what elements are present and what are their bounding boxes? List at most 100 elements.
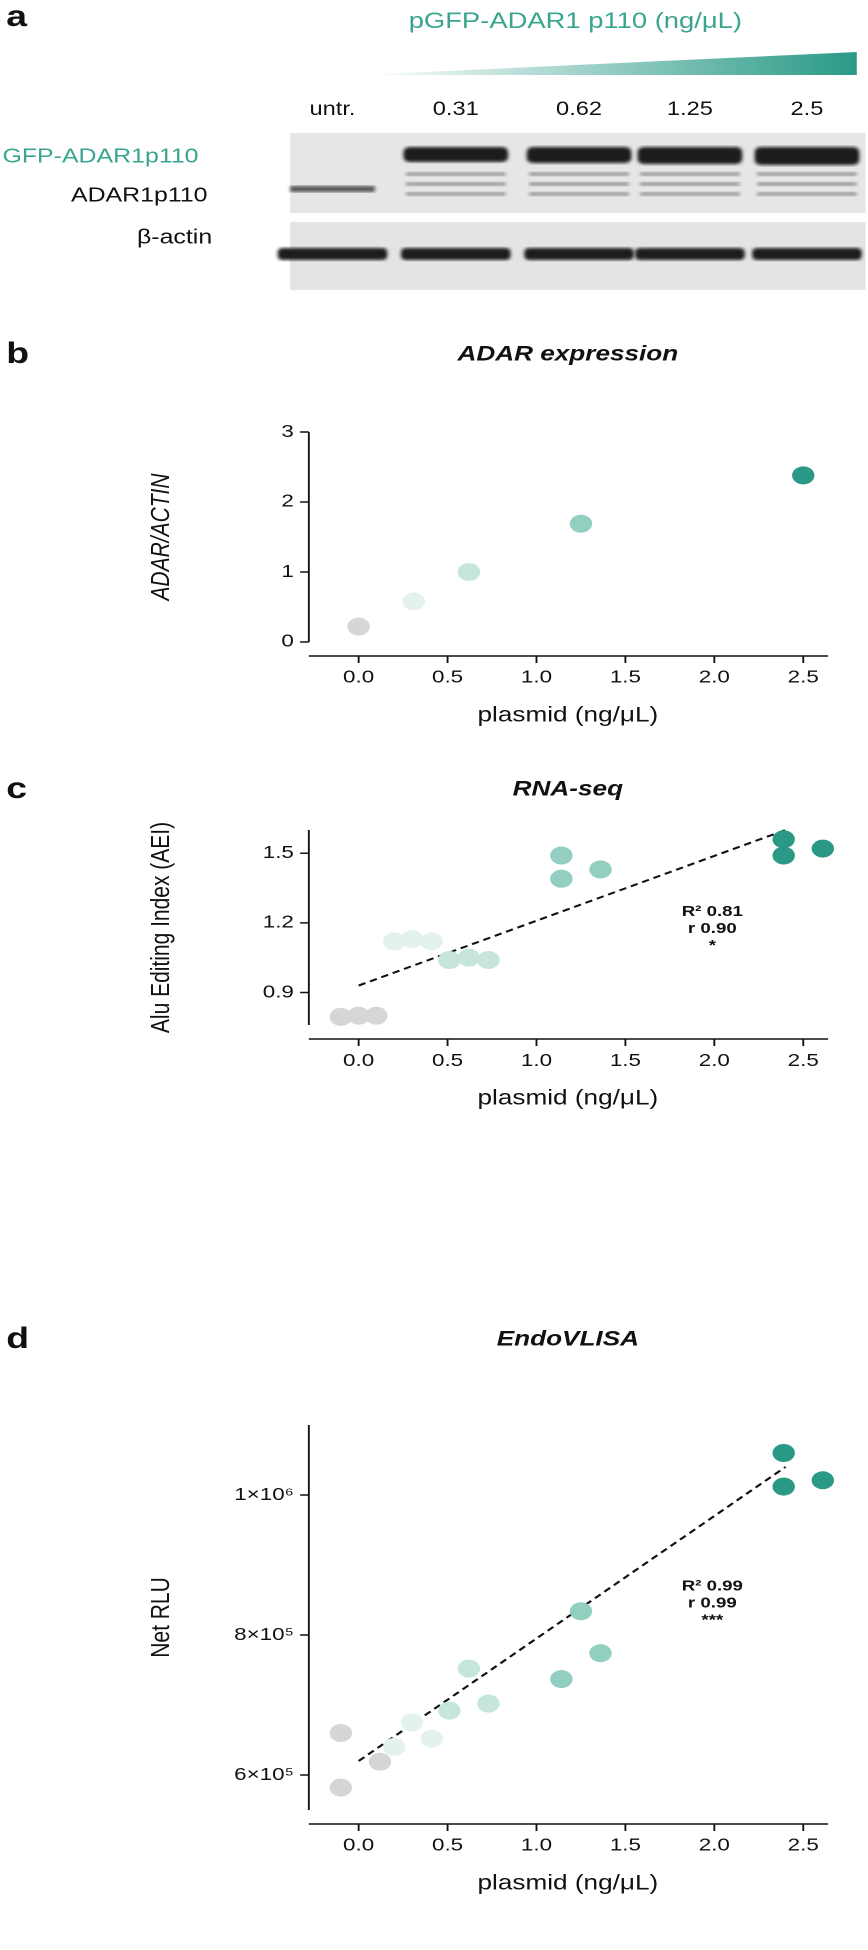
- panel-letter: d: [6, 1321, 29, 1355]
- x-tick-label: 2.5: [788, 1051, 819, 1070]
- band: [529, 172, 629, 176]
- x-tick-label: 2.0: [699, 668, 730, 687]
- band-label: β-actin: [137, 226, 212, 248]
- x-tick-label: 1.5: [610, 1051, 641, 1070]
- x-tick-label: 1.0: [521, 668, 552, 687]
- x-tick-label: 0.5: [432, 1836, 463, 1855]
- band: [529, 182, 629, 186]
- band: [277, 248, 388, 260]
- data-point: [329, 1724, 353, 1742]
- lane-label: 0.31: [433, 98, 479, 119]
- annotation: r 0.90: [688, 920, 737, 937]
- y-tick-label: 1.2: [263, 913, 294, 932]
- y-tick-label: 6×10⁵: [234, 1765, 294, 1784]
- panel-letter: a: [6, 0, 28, 33]
- band-label: GFP-ADAR1p110: [2, 145, 198, 167]
- band: [757, 182, 857, 186]
- data-point: [420, 1729, 443, 1748]
- x-tick-label: 0.0: [343, 1051, 374, 1070]
- data-point: [383, 1738, 406, 1756]
- band: [754, 147, 860, 165]
- band: [640, 192, 740, 196]
- lane-label: 2.5: [791, 98, 824, 119]
- y-tick-label: 2: [281, 492, 293, 511]
- data-point: [792, 466, 815, 485]
- data-point: [772, 830, 795, 849]
- lane-label: 0.62: [556, 98, 602, 119]
- data-point: [772, 1444, 795, 1462]
- chart-title: EndoVLISA: [497, 1328, 639, 1351]
- x-tick-label: 2.5: [788, 1836, 819, 1855]
- data-point: [329, 1778, 353, 1797]
- data-point: [569, 1602, 593, 1621]
- fit-line: [358, 829, 786, 987]
- data-point: [772, 846, 795, 865]
- data-point: [400, 930, 424, 949]
- data-point: [329, 1007, 353, 1026]
- gradient-triangle: [361, 52, 857, 75]
- western-blot: [277, 133, 866, 290]
- lane-label: 1.25: [667, 98, 713, 119]
- annotation: r 0.99: [688, 1594, 737, 1611]
- band-label: ADAR1p110: [71, 184, 208, 206]
- x-tick-label: 2.0: [699, 1051, 730, 1070]
- band: [400, 248, 511, 260]
- band: [752, 248, 862, 260]
- data-point: [402, 592, 425, 611]
- x-tick-label: 0.0: [343, 668, 374, 687]
- data-point: [365, 1006, 388, 1025]
- data-point: [347, 617, 370, 636]
- x-tick-label: 0.5: [432, 1051, 463, 1070]
- data-point: [772, 1477, 795, 1496]
- data-point: [383, 932, 406, 951]
- annotation: R² 0.99: [682, 1577, 743, 1594]
- band: [529, 192, 629, 196]
- x-axis-label: plasmid (ng/μL): [478, 1872, 659, 1895]
- band: [405, 192, 506, 196]
- x-tick-label: 1.5: [610, 1836, 641, 1855]
- data-point: [400, 1713, 424, 1732]
- y-tick-label: 0.9: [263, 982, 294, 1001]
- data-point: [477, 1694, 500, 1713]
- data-point: [569, 514, 593, 533]
- x-tick-label: 1.5: [610, 668, 641, 687]
- panel-letter: b: [6, 336, 29, 370]
- x-tick-label: 2.5: [788, 668, 819, 687]
- band: [290, 186, 375, 192]
- lane-label: untr.: [310, 98, 356, 119]
- x-axis-label: plasmid (ng/μL): [478, 1087, 659, 1110]
- data-point: [811, 1471, 835, 1490]
- panel-letter: c: [6, 771, 27, 805]
- data-point: [550, 846, 573, 865]
- x-axis-label: plasmid (ng/μL): [478, 704, 659, 727]
- band: [635, 248, 745, 260]
- band: [757, 172, 857, 176]
- band: [637, 147, 743, 164]
- band: [405, 172, 506, 176]
- band: [640, 182, 740, 186]
- x-tick-label: 1.0: [521, 1051, 552, 1070]
- band: [524, 248, 634, 260]
- data-point: [420, 932, 443, 951]
- band: [405, 182, 506, 186]
- annotation: *: [709, 937, 717, 954]
- y-axis-label: ADAR/ACTIN: [147, 473, 176, 603]
- data-point: [457, 1659, 481, 1678]
- data-point: [589, 860, 612, 879]
- annotation: ***: [701, 1611, 723, 1628]
- x-tick-label: 0.5: [432, 668, 463, 687]
- band: [757, 192, 857, 196]
- data-point: [550, 1670, 573, 1689]
- y-tick-label: 0: [281, 632, 293, 651]
- annotation: R² 0.81: [682, 903, 743, 920]
- data-point: [811, 839, 835, 858]
- y-axis-label: Alu Editing Index (AEI): [147, 822, 176, 1033]
- data-point: [550, 869, 573, 888]
- y-tick-label: 1: [281, 562, 293, 581]
- data-point: [457, 563, 481, 581]
- data-point: [477, 951, 500, 969]
- y-tick-label: 3: [281, 422, 293, 441]
- x-tick-label: 2.0: [699, 1836, 730, 1855]
